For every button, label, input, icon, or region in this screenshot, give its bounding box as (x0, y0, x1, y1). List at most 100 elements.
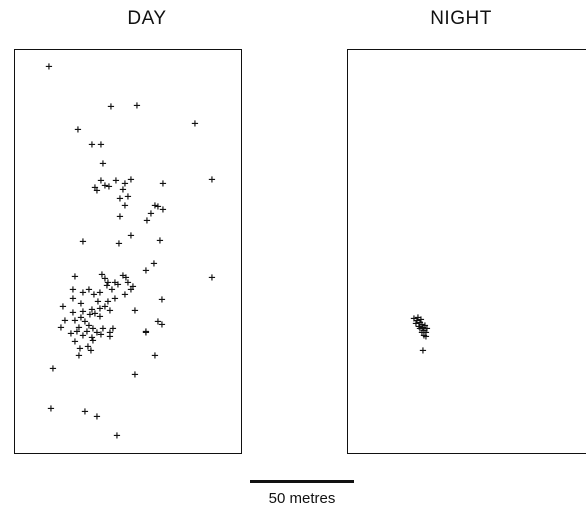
day-point: + (88, 333, 96, 344)
day-point: + (61, 316, 69, 327)
day-point: + (131, 306, 139, 317)
day-point: + (81, 407, 89, 418)
day-point: + (89, 324, 97, 335)
day-point: + (143, 216, 151, 227)
day-point: + (79, 307, 87, 318)
day-point: + (93, 328, 101, 339)
day-point: + (121, 201, 129, 212)
day-point: + (91, 309, 99, 320)
day-point: + (151, 201, 159, 212)
scale-bar (250, 480, 354, 483)
day-point: + (111, 294, 119, 305)
night-panel-title: NIGHT (430, 8, 492, 29)
night-point: + (420, 326, 428, 337)
day-point: + (154, 202, 162, 213)
day-point: + (106, 328, 114, 339)
night-point: + (421, 321, 429, 332)
day-point: + (83, 327, 91, 338)
night-point: + (412, 319, 420, 330)
day-point: + (97, 330, 105, 341)
day-point: + (151, 351, 159, 362)
day-point: + (69, 285, 77, 296)
night-point: + (418, 328, 426, 339)
day-point: + (101, 181, 109, 192)
day-point: + (75, 351, 83, 362)
day-point: + (150, 259, 158, 270)
day-point: + (91, 183, 99, 194)
day-point: + (142, 266, 150, 277)
night-point: + (416, 318, 424, 329)
day-point: + (69, 294, 77, 305)
day-point: + (154, 317, 162, 328)
day-point: + (81, 317, 89, 328)
day-point: + (115, 239, 123, 250)
night-point: + (413, 316, 421, 327)
day-point: + (84, 342, 92, 353)
day-point: + (45, 62, 53, 73)
day-point: + (74, 125, 82, 136)
day-point: + (121, 179, 129, 190)
day-point: + (113, 431, 121, 442)
day-panel-title: DAY (127, 8, 167, 29)
day-point: + (97, 176, 105, 187)
day-point: + (97, 140, 105, 151)
day-point: + (75, 323, 83, 334)
day-point: + (93, 186, 101, 197)
day-scatter: ++ ++++ +++++ ++ ++ ++++ ++++++++++ ++ ++ ++++ +++… (45, 62, 216, 442)
day-point: + (133, 101, 141, 112)
day-point: + (105, 182, 113, 193)
day-point: + (87, 346, 95, 357)
day-point: + (122, 273, 130, 284)
night-point: + (416, 324, 424, 335)
night-point: + (418, 320, 426, 331)
day-point: + (101, 302, 109, 313)
day-point: + (99, 159, 107, 170)
day-point: + (127, 175, 135, 186)
day-point: + (114, 280, 122, 291)
day-point: + (119, 185, 127, 196)
day-point: + (129, 282, 137, 293)
day-point: + (158, 320, 166, 331)
day-point: + (79, 331, 87, 342)
night-plot: + + + + + + + + + + + + + + + + + + (347, 49, 586, 454)
day-point: + (49, 364, 57, 375)
day-point: + (47, 404, 55, 415)
day-point: + (76, 344, 84, 355)
day-point: + (127, 285, 135, 296)
day-point: + (85, 285, 93, 296)
day-point: + (67, 329, 75, 340)
day-point: + (96, 304, 104, 315)
day-point: + (73, 327, 81, 338)
day-point: + (77, 299, 85, 310)
day-point: + (59, 302, 67, 313)
day-point: + (89, 336, 97, 347)
day-point: + (106, 332, 114, 343)
night-point: + (422, 332, 430, 343)
day-point: + (111, 278, 119, 289)
day-point: + (71, 272, 79, 283)
day-point: + (159, 179, 167, 190)
day-point: + (109, 324, 117, 335)
day-point: + (103, 281, 111, 292)
day-point: + (88, 140, 96, 151)
day-point: + (191, 119, 199, 130)
day-point: + (99, 324, 107, 335)
night-point: + (423, 324, 431, 335)
day-point: + (142, 328, 150, 339)
day-point: + (158, 295, 166, 306)
day-point: + (71, 316, 79, 327)
day-point: + (104, 297, 112, 308)
day-point: + (159, 205, 167, 216)
day-point: + (208, 175, 216, 186)
day-point: + (107, 102, 115, 113)
night-point: + (419, 346, 427, 357)
night-scatter: ++++++++++++++++++ (410, 313, 431, 357)
scale-label: 50 metres (268, 490, 336, 507)
day-point: + (119, 271, 127, 282)
day-point: + (121, 290, 129, 301)
night-point: + (420, 331, 428, 342)
day-point: + (112, 176, 120, 187)
day-point: + (94, 297, 102, 308)
night-point: + (414, 313, 422, 324)
day-plot: + + + + + + + + + + + + + + + + + + + + + + + + + + + + + + + + + + + + + + + +… (14, 49, 242, 454)
